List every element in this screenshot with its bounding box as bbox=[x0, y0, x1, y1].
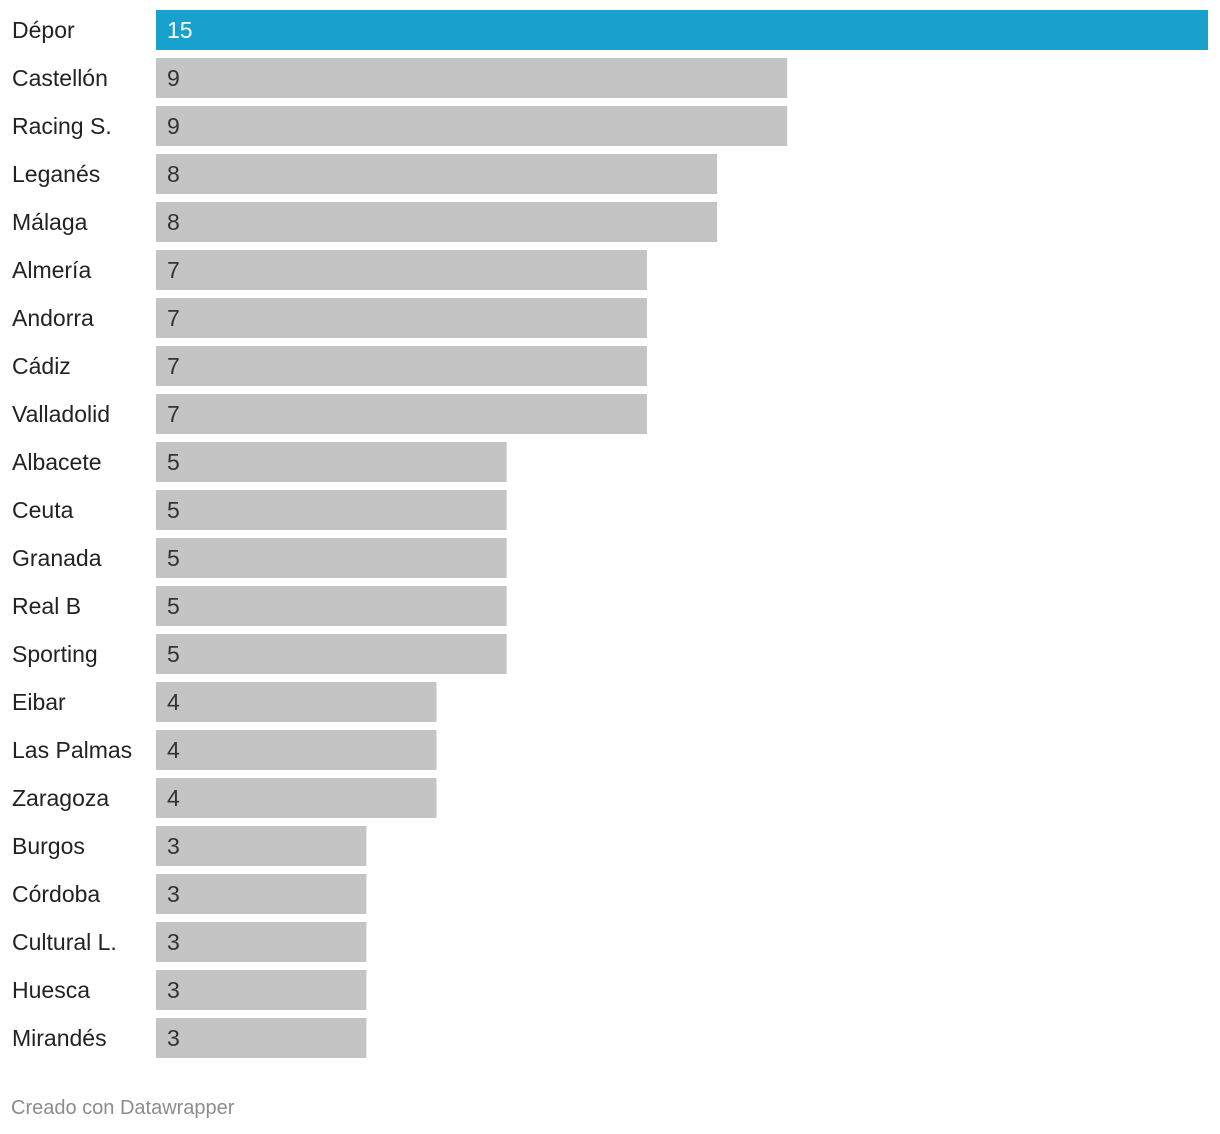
category-label: Andorra bbox=[12, 305, 94, 331]
category-label: Huesca bbox=[12, 977, 90, 1003]
value-label: 8 bbox=[167, 161, 180, 187]
bar-row-depor: Dépor 15 bbox=[12, 10, 1208, 50]
bar bbox=[156, 874, 367, 914]
category-label: Málaga bbox=[12, 209, 88, 235]
value-label: 3 bbox=[167, 977, 180, 1003]
category-label: Eibar bbox=[12, 689, 66, 715]
datawrapper-credit[interactable]: Creado con Datawrapper bbox=[11, 1097, 235, 1119]
category-label: Mirandés bbox=[12, 1025, 107, 1051]
bar-row-malaga: Málaga 8 bbox=[12, 202, 718, 242]
value-label: 5 bbox=[167, 545, 180, 571]
value-label: 5 bbox=[167, 497, 180, 523]
bar-row-huesca: Huesca 3 bbox=[12, 970, 367, 1010]
value-label: 5 bbox=[167, 593, 180, 619]
value-label: 7 bbox=[167, 305, 180, 331]
bar-row-cordoba: Córdoba 3 bbox=[12, 874, 367, 914]
category-label: Dépor bbox=[12, 17, 75, 43]
category-label: Las Palmas bbox=[12, 737, 132, 763]
bar bbox=[156, 970, 367, 1010]
category-label: Zaragoza bbox=[12, 785, 109, 811]
category-label: Real B bbox=[12, 593, 81, 619]
bar bbox=[156, 10, 1208, 50]
bar-row-cadiz: Cádiz 7 bbox=[12, 346, 647, 386]
category-label: Sporting bbox=[12, 641, 98, 667]
bar bbox=[156, 826, 367, 866]
value-label: 4 bbox=[167, 689, 180, 715]
bar-row-granada: Granada 5 bbox=[12, 538, 507, 578]
value-label: 9 bbox=[167, 113, 180, 139]
value-label: 7 bbox=[167, 353, 180, 379]
bar bbox=[156, 346, 647, 386]
value-label: 9 bbox=[167, 65, 180, 91]
bar-row-andorra: Andorra 7 bbox=[12, 298, 647, 338]
category-label: Castellón bbox=[12, 65, 108, 91]
bar bbox=[156, 202, 718, 242]
bar bbox=[156, 106, 788, 146]
bar bbox=[156, 298, 647, 338]
category-label: Valladolid bbox=[12, 401, 110, 427]
value-label: 3 bbox=[167, 929, 180, 955]
category-label: Racing S. bbox=[12, 113, 112, 139]
bar bbox=[156, 922, 367, 962]
bar-row-ceuta: Ceuta 5 bbox=[12, 490, 507, 530]
value-label: 7 bbox=[167, 401, 180, 427]
bar-row-burgos: Burgos 3 bbox=[12, 826, 367, 866]
value-label: 8 bbox=[167, 209, 180, 235]
bar-row-albacete: Albacete 5 bbox=[12, 442, 507, 482]
category-label: Ceuta bbox=[12, 497, 74, 523]
bar-row-valladolid: Valladolid 7 bbox=[12, 394, 647, 434]
bar-row-zaragoza: Zaragoza 4 bbox=[12, 778, 437, 818]
bar-row-leganes: Leganés 8 bbox=[12, 154, 718, 194]
value-label: 3 bbox=[167, 1025, 180, 1051]
value-label: 5 bbox=[167, 449, 180, 475]
category-label: Almería bbox=[12, 257, 91, 283]
category-label: Córdoba bbox=[12, 881, 100, 907]
bar-row-real-b: Real B 5 bbox=[12, 586, 507, 626]
bar bbox=[156, 58, 788, 98]
value-label: 3 bbox=[167, 881, 180, 907]
value-label: 3 bbox=[167, 833, 180, 859]
bar bbox=[156, 586, 507, 626]
bar bbox=[156, 730, 437, 770]
bar-row-castellon: Castellón 9 bbox=[12, 58, 788, 98]
category-label: Albacete bbox=[12, 449, 102, 475]
bar-row-eibar: Eibar 4 bbox=[12, 682, 437, 722]
category-label: Cádiz bbox=[12, 353, 71, 379]
bar bbox=[156, 538, 507, 578]
bar bbox=[156, 634, 507, 674]
bar-row-racing-s: Racing S. 9 bbox=[12, 106, 788, 146]
category-label: Burgos bbox=[12, 833, 85, 859]
bar bbox=[156, 682, 437, 722]
bar bbox=[156, 490, 507, 530]
bar bbox=[156, 394, 647, 434]
category-label: Leganés bbox=[12, 161, 100, 187]
value-label: 4 bbox=[167, 737, 180, 763]
category-label: Granada bbox=[12, 545, 102, 571]
bar bbox=[156, 250, 647, 290]
bar-row-las-palmas: Las Palmas 4 bbox=[12, 730, 437, 770]
bar bbox=[156, 1018, 367, 1058]
category-label: Cultural L. bbox=[12, 929, 117, 955]
bar bbox=[156, 154, 718, 194]
bar-row-sporting: Sporting 5 bbox=[12, 634, 507, 674]
bar-row-cultural-l: Cultural L. 3 bbox=[12, 922, 367, 962]
bar bbox=[156, 778, 437, 818]
bar-row-almeria: Almería 7 bbox=[12, 250, 647, 290]
value-label: 15 bbox=[167, 17, 193, 43]
bar bbox=[156, 442, 507, 482]
bar-row-mirandes: Mirandés 3 bbox=[12, 1018, 367, 1058]
value-label: 4 bbox=[167, 785, 180, 811]
value-label: 7 bbox=[167, 257, 180, 283]
value-label: 5 bbox=[167, 641, 180, 667]
